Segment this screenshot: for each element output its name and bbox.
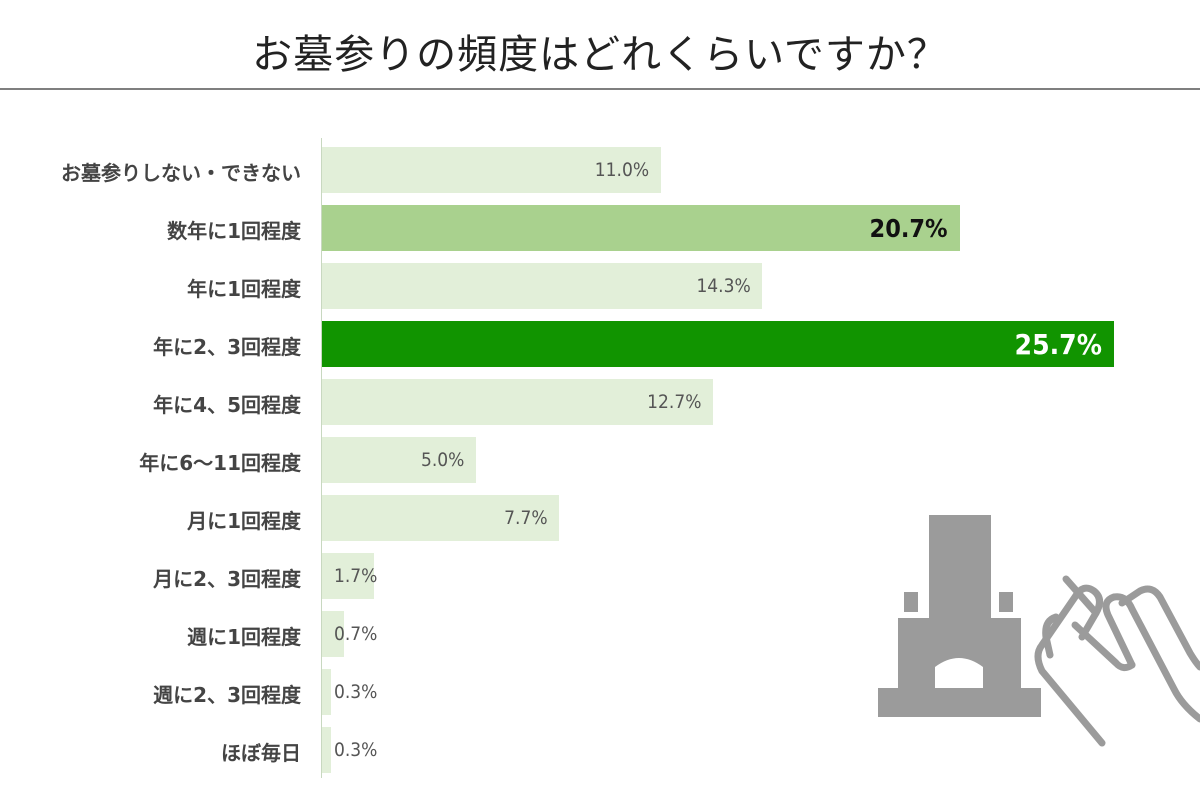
category-label: 年に1回程度 — [187, 277, 301, 301]
bar — [322, 263, 763, 309]
bar — [322, 495, 560, 541]
category-label: 月に1回程度 — [187, 509, 301, 533]
category-label: 数年に1回程度 — [167, 219, 301, 243]
value-label: 11.0% — [594, 159, 650, 181]
value-label: 14.3% — [696, 275, 751, 297]
value-label: 20.7% — [869, 213, 948, 243]
category-label: 月に2、3回程度 — [153, 567, 301, 591]
value-label: 0.7% — [334, 623, 378, 645]
bar — [322, 553, 375, 599]
category-label: 週に2、3回程度 — [153, 683, 301, 707]
category-label: 週に1回程度 — [187, 625, 301, 649]
bar — [322, 611, 344, 657]
bar — [322, 205, 960, 251]
value-label: 5.0% — [421, 449, 465, 471]
value-label: 0.3% — [334, 739, 378, 761]
bar — [322, 727, 332, 773]
value-label: 0.3% — [334, 681, 378, 703]
bar — [322, 669, 332, 715]
category-label: お墓参りしない・できない — [61, 161, 301, 185]
bar — [322, 321, 1114, 367]
bar — [322, 379, 714, 425]
bar — [322, 437, 476, 483]
value-label: 7.7% — [504, 507, 548, 529]
value-label: 1.7% — [334, 565, 378, 587]
value-label: 25.7% — [1014, 327, 1102, 361]
category-label: 年に4、5回程度 — [153, 393, 301, 417]
category-label: ほぼ毎日 — [221, 741, 301, 765]
value-label: 12.7% — [647, 391, 702, 413]
chart-title: お墓参りの頻度はどれくらいですか？ — [252, 32, 948, 78]
grave-and-praying-hands-icon — [878, 515, 1200, 747]
bar — [322, 147, 661, 193]
category-label: 年に2、3回程度 — [153, 335, 301, 359]
category-axis-line — [321, 138, 322, 778]
category-label: 年に6～11回程度 — [139, 451, 301, 475]
title-divider — [0, 88, 1200, 90]
